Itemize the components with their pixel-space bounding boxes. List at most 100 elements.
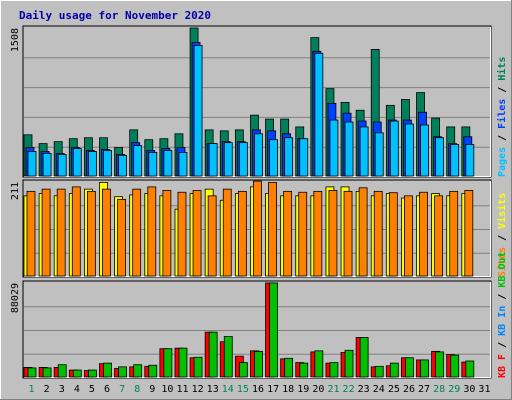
bar-pages-25 [389, 120, 399, 177]
bar-kb-out-21 [329, 362, 339, 378]
bar-pages-27 [420, 124, 429, 177]
bar-sites-4 [71, 186, 81, 277]
bar-kb-out-5 [87, 369, 97, 378]
x-tick-5: 5 [89, 384, 95, 395]
y-max-label: 1508 [10, 28, 21, 52]
legend-separator: / [497, 336, 508, 354]
legend-separator: / [497, 288, 508, 306]
bar-sites-10 [162, 190, 172, 277]
right-legend: KB F / KB In / KB Out [497, 252, 508, 378]
bar-pages-16 [254, 133, 263, 177]
bar-kb-out-1 [27, 367, 37, 378]
bar-sites-5 [86, 190, 96, 277]
bar-pages-30 [465, 144, 475, 177]
bar-pages-23 [359, 126, 369, 177]
y-max-label: 88029 [10, 283, 21, 313]
bar-pages-12 [193, 45, 203, 177]
bar-pages-15 [238, 142, 248, 177]
x-tick-6: 6 [104, 384, 110, 395]
bar-sites-25 [388, 192, 398, 277]
bar-pages-13 [208, 143, 218, 177]
bar-sites-22 [343, 190, 353, 277]
bar-sites-1 [26, 190, 36, 277]
bar-kb-out-18 [284, 357, 294, 378]
bar-kb-out-16 [254, 350, 263, 378]
bar-kb-out-20 [314, 350, 324, 378]
bar-pages-2 [42, 153, 52, 177]
bar-kb-out-6 [103, 362, 112, 378]
chart-title: Daily usage for November 2020 [19, 9, 211, 22]
x-tick-3: 3 [59, 384, 65, 395]
bar-sites-6 [102, 188, 111, 277]
x-tick-23: 23 [358, 384, 370, 395]
bar-pages-1 [27, 151, 37, 177]
legend-kb-in: KB In [497, 306, 508, 336]
bar-sites-26 [404, 195, 413, 277]
bar-sites-9 [147, 186, 157, 277]
legend-files: Files [496, 99, 508, 129]
bar-pages-21 [329, 119, 339, 177]
legend-pages: Pages [497, 147, 508, 177]
x-tick-22: 22 [343, 384, 355, 395]
bar-pages-26 [405, 123, 414, 177]
panel-visits-sites: 211 Sites / Visits [10, 179, 508, 278]
bar-kb-out-11 [178, 347, 188, 378]
x-tick-20: 20 [312, 384, 324, 395]
x-tick-9: 9 [149, 384, 155, 395]
bar-sites-29 [449, 190, 459, 277]
bar-pages-4 [72, 148, 82, 177]
bar-kb-out-7 [118, 366, 127, 378]
bar-sites-23 [358, 187, 368, 277]
right-legend: Sites / Visits [496, 193, 508, 277]
legend-sites: Sites [496, 247, 508, 277]
bar-pages-3 [57, 154, 67, 177]
bar-sites-7 [117, 198, 126, 277]
panel-hits-files-pages: 1508 Pages / Files / Hits [10, 25, 508, 178]
x-tick-14: 14 [222, 384, 234, 395]
bar-sites-2 [41, 188, 51, 277]
bar-pages-8 [133, 145, 143, 177]
x-tick-17: 17 [267, 384, 279, 395]
legend-separator: / [497, 229, 508, 247]
bar-sites-27 [419, 191, 428, 277]
bar-pages-24 [374, 132, 384, 177]
bar-sites-30 [464, 190, 474, 277]
bar-kb-out-8 [133, 364, 143, 378]
legend-kb-f: KB F [497, 354, 508, 378]
y-max-label: 211 [10, 182, 21, 200]
bar-sites-16 [253, 180, 262, 277]
bar-pages-29 [450, 144, 460, 177]
bar-pages-10 [163, 150, 173, 177]
bar-sites-14 [222, 188, 232, 277]
bar-kb-out-26 [405, 357, 414, 378]
bar-pages-22 [344, 121, 354, 177]
x-tick-18: 18 [282, 384, 294, 395]
x-tick-2: 2 [44, 384, 50, 395]
legend-separator: / [497, 81, 508, 99]
x-tick-28: 28 [433, 384, 445, 395]
bar-sites-19 [298, 191, 308, 277]
legend-kb-out: KB Out [497, 252, 508, 288]
bar-kb-out-9 [148, 364, 158, 378]
bar-kb-out-29 [450, 354, 460, 378]
panel-kbytes: 88029 KB F / KB In / KB Out [10, 252, 508, 379]
bar-kb-out-27 [420, 359, 429, 378]
bar-pages-5 [87, 151, 97, 177]
bar-pages-28 [435, 137, 445, 177]
legend-hits: Hits [496, 57, 508, 81]
x-tick-26: 26 [403, 384, 415, 395]
right-legend: Pages / Files / Hits [496, 57, 508, 177]
x-tick-10: 10 [161, 384, 173, 395]
bar-kb-out-13 [208, 331, 218, 378]
x-tick-12: 12 [192, 384, 204, 395]
bar-kb-out-3 [57, 364, 67, 378]
bar-kb-out-14 [223, 336, 233, 378]
bar-pages-11 [178, 152, 188, 177]
bar-kb-out-19 [299, 362, 309, 378]
legend-separator: / [497, 129, 508, 147]
bar-sites-21 [328, 190, 338, 277]
bar-kb-out-22 [344, 349, 354, 378]
x-tick-13: 13 [207, 384, 219, 395]
x-tick-8: 8 [134, 384, 140, 395]
bar-sites-13 [207, 195, 217, 277]
